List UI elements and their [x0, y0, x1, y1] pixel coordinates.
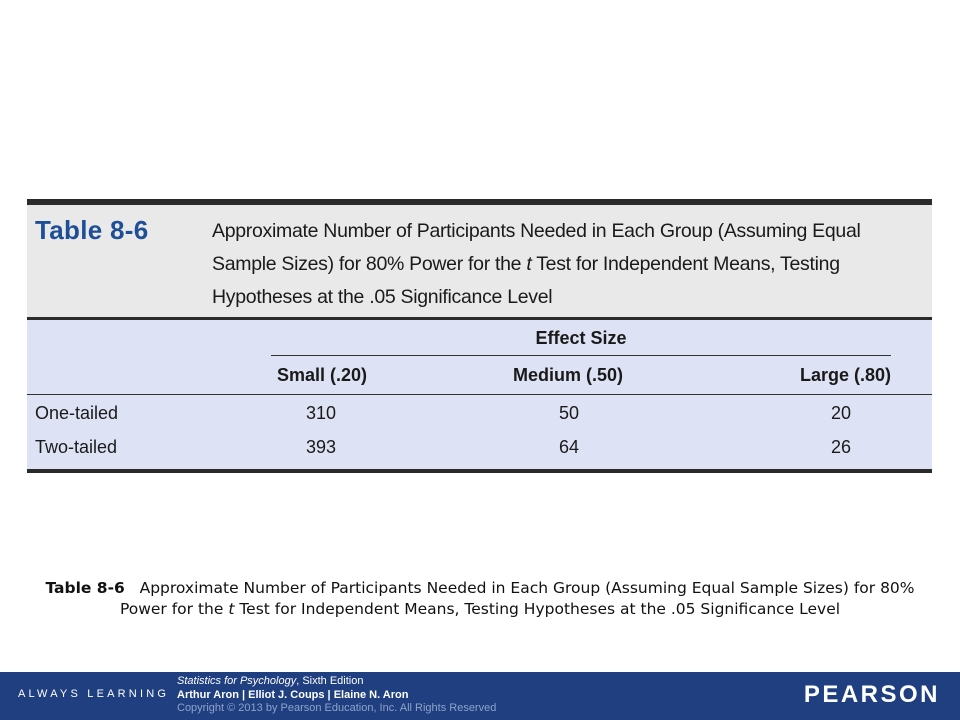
caption-label: Table 8-6: [45, 579, 125, 597]
table-bottom-rule: [27, 469, 932, 473]
cell-two-tailed-small: 393: [306, 437, 337, 457]
copyright-notice: Copyright © 2013 by Pearson Education, I…: [177, 702, 497, 714]
table-title-line-2b: Test for Independent Means, Testing: [531, 253, 840, 275]
pearson-logo: PEARSON: [803, 681, 940, 708]
table-label: Table 8-6: [35, 215, 149, 245]
table-top-rule: [27, 199, 932, 205]
always-learning-tagline: ALWAYS LEARNING: [18, 688, 170, 700]
table-title-rule: [27, 317, 932, 320]
table-title-band: [27, 205, 932, 317]
footer-bar: ALWAYS LEARNING Statistics for Psycholog…: [0, 672, 960, 720]
effect-size-rule: [271, 355, 891, 356]
table-title-line-2a: Sample Sizes) for 80% Power for the: [212, 253, 527, 275]
table-title: Approximate Number of Participants Neede…: [212, 215, 902, 314]
column-header-small: Small (.20): [277, 365, 368, 385]
book-credits: Statistics for Psychology, Sixth Edition…: [177, 675, 496, 716]
column-header-large: Large (.80): [800, 365, 892, 385]
caption-text-1: Approximate Number of Participants Neede…: [119, 579, 915, 618]
table-title-line-3: Hypotheses at the .05 Significance Level: [212, 286, 553, 308]
row-label-two-tailed: Two-tailed: [35, 437, 118, 457]
cell-two-tailed-medium: 64: [559, 437, 580, 457]
slide-caption: Table 8-6 Approximate Number of Particip…: [40, 578, 920, 620]
column-header-rule: [27, 394, 932, 395]
cell-one-tailed-large: 20: [831, 403, 852, 423]
cell-two-tailed-large: 26: [831, 437, 852, 457]
column-header-medium: Medium (.50): [513, 365, 624, 385]
cell-one-tailed-small: 310: [306, 403, 337, 423]
cell-one-tailed-medium: 50: [559, 403, 580, 423]
table-title-t: t: [526, 253, 532, 275]
data-table: Table 8-6 Approximate Number of Particip…: [27, 199, 932, 473]
book-edition: , Sixth Edition: [296, 675, 364, 687]
book-title: Statistics for Psychology: [177, 675, 297, 687]
book-authors: Arthur Aron | Elliot J. Coups | Elaine N…: [177, 688, 409, 701]
row-label-one-tailed: One-tailed: [35, 403, 119, 423]
caption-t: t: [228, 600, 235, 618]
caption-text-2: Test for Independent Means, Testing Hypo…: [234, 600, 841, 618]
effect-size-header: Effect Size: [535, 328, 627, 348]
table-title-line-1: Approximate Number of Participants Neede…: [212, 220, 861, 242]
